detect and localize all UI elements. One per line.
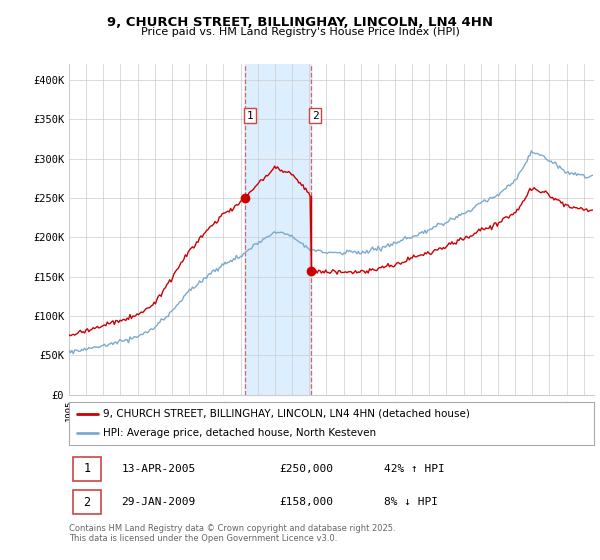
Bar xyxy=(73,491,101,514)
Text: 9, CHURCH STREET, BILLINGHAY, LINCOLN, LN4 4HN: 9, CHURCH STREET, BILLINGHAY, LINCOLN, L… xyxy=(107,16,493,29)
Bar xyxy=(73,457,101,480)
Text: 8% ↓ HPI: 8% ↓ HPI xyxy=(384,497,438,507)
Text: 29-JAN-2009: 29-JAN-2009 xyxy=(121,497,196,507)
Text: HPI: Average price, detached house, North Kesteven: HPI: Average price, detached house, Nort… xyxy=(103,428,376,438)
Text: Price paid vs. HM Land Registry's House Price Index (HPI): Price paid vs. HM Land Registry's House … xyxy=(140,27,460,37)
Text: 1: 1 xyxy=(83,462,91,475)
Text: 9, CHURCH STREET, BILLINGHAY, LINCOLN, LN4 4HN (detached house): 9, CHURCH STREET, BILLINGHAY, LINCOLN, L… xyxy=(103,409,470,419)
Text: £250,000: £250,000 xyxy=(279,464,333,474)
Bar xyxy=(245,64,311,395)
Text: £158,000: £158,000 xyxy=(279,497,333,507)
Text: 2: 2 xyxy=(83,496,91,508)
Text: 13-APR-2005: 13-APR-2005 xyxy=(121,464,196,474)
Text: 2: 2 xyxy=(312,110,319,120)
Text: Contains HM Land Registry data © Crown copyright and database right 2025.
This d: Contains HM Land Registry data © Crown c… xyxy=(69,524,395,543)
Text: 42% ↑ HPI: 42% ↑ HPI xyxy=(384,464,445,474)
Text: 1: 1 xyxy=(247,110,253,120)
